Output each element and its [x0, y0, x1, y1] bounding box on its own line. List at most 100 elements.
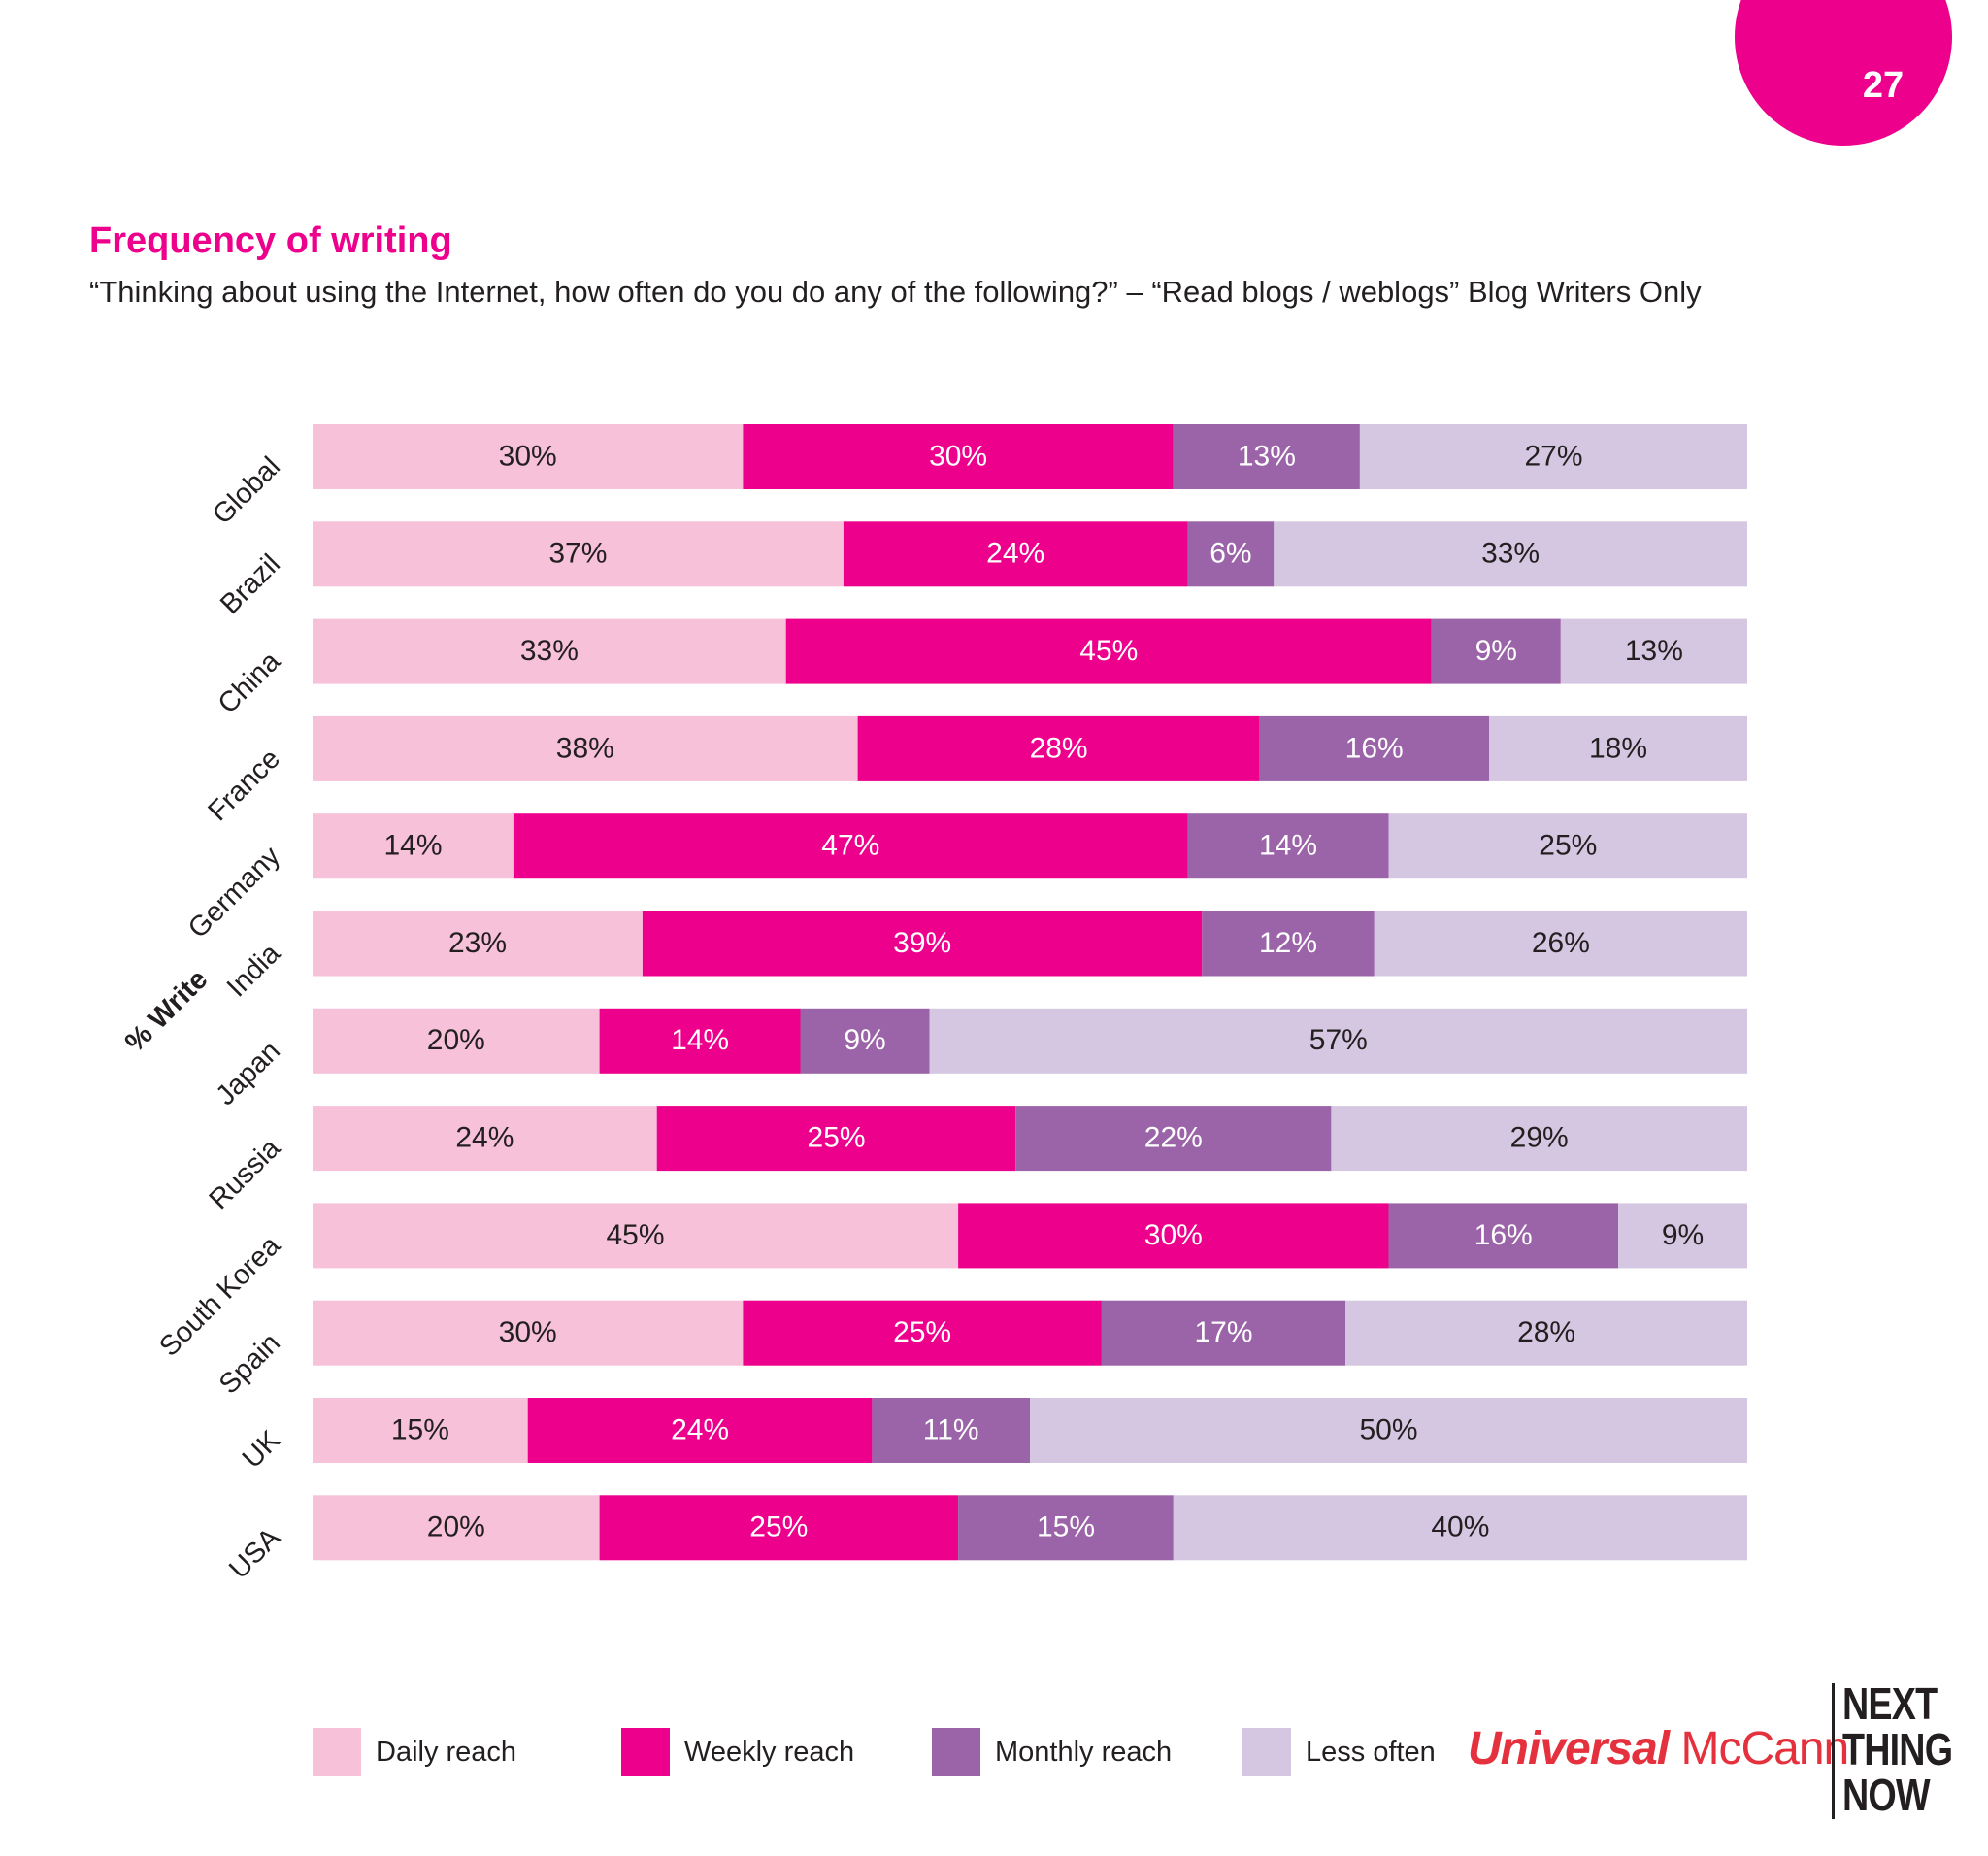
category-label-usa: USA: [223, 1522, 286, 1585]
data-label-germany-monthly-reach: 14%: [1259, 830, 1317, 862]
bar-global-monthly-reach: [1173, 424, 1360, 489]
data-label-usa-monthly-reach: 15%: [1037, 1511, 1095, 1543]
category-label-spain: Spain: [214, 1328, 286, 1401]
bar-global-weekly-reach: [743, 424, 1174, 489]
bar-uk-daily-reach: [313, 1398, 528, 1463]
bar-china-monthly-reach: [1431, 618, 1561, 684]
bar-china-weekly-reach: [785, 618, 1432, 684]
bar-germany-monthly-reach: [1187, 813, 1389, 879]
data-label-spain-daily-reach: 30%: [499, 1316, 557, 1348]
category-label-brazil: Brazil: [215, 548, 286, 620]
data-label-russia-daily-reach: 24%: [455, 1122, 514, 1154]
data-label-brazil-monthly-reach: 6%: [1209, 538, 1251, 570]
logo-ntn-line-3: NOW: [1842, 1770, 1931, 1820]
page-number: 27: [1862, 65, 1905, 106]
category-label-uk: UK: [237, 1424, 287, 1475]
data-label-global-less-often: 27%: [1524, 440, 1582, 472]
bar-france-monthly-reach: [1259, 715, 1489, 781]
bar-china-daily-reach: [313, 618, 786, 684]
logo-ntn-line-1: NEXT: [1842, 1678, 1938, 1729]
legend-swatch-weekly-reach: [621, 1728, 670, 1776]
bar-china-less-often: [1560, 618, 1747, 684]
data-label-global-monthly-reach: 13%: [1238, 440, 1296, 472]
data-label-uk-daily-reach: 15%: [391, 1413, 449, 1445]
category-label-japan: Japan: [210, 1036, 285, 1111]
bar-russia-monthly-reach: [1015, 1106, 1332, 1172]
bar-south-korea-daily-reach: [313, 1203, 959, 1269]
bar-japan-daily-reach: [313, 1008, 600, 1074]
bar-usa-monthly-reach: [958, 1495, 1174, 1561]
legend-label-weekly-reach: Weekly reach: [684, 1737, 855, 1768]
legend-swatch-daily-reach: [313, 1728, 361, 1776]
data-label-china-monthly-reach: 9%: [1475, 635, 1517, 667]
bar-brazil-monthly-reach: [1187, 521, 1275, 587]
logo-ntn-line-2: THING: [1842, 1724, 1953, 1774]
data-label-south-korea-monthly-reach: 16%: [1474, 1219, 1533, 1251]
data-label-china-weekly-reach: 45%: [1079, 635, 1138, 667]
bar-india-less-often: [1374, 911, 1747, 977]
data-label-india-daily-reach: 23%: [448, 927, 507, 959]
bar-global-daily-reach: [313, 424, 744, 489]
data-label-russia-weekly-reach: 25%: [807, 1122, 865, 1154]
category-label-russia: Russia: [204, 1132, 287, 1215]
stacked-bar-chart: 30% 30% 13% 27% Global 37% 24% 6% 33% Brazil 33% 45…: [119, 424, 1747, 1585]
bar-uk-weekly-reach: [527, 1398, 873, 1463]
category-label-germany: Germany: [182, 841, 286, 945]
data-label-south-korea-less-often: 9%: [1662, 1219, 1704, 1251]
legend-label-less-often: Less often: [1306, 1737, 1436, 1768]
bar-france-weekly-reach: [857, 715, 1260, 781]
data-label-south-korea-weekly-reach: 30%: [1144, 1219, 1203, 1251]
bar-india-monthly-reach: [1202, 911, 1375, 977]
next-thing-now-logo: NEXT THING NOW: [1842, 1678, 1953, 1820]
category-label-india: India: [221, 938, 287, 1004]
data-label-usa-weekly-reach: 25%: [749, 1511, 808, 1543]
data-label-france-monthly-reach: 16%: [1345, 732, 1404, 764]
data-label-japan-monthly-reach: 9%: [844, 1024, 885, 1056]
category-label-china: China: [213, 646, 287, 720]
bar-france-less-often: [1489, 715, 1747, 781]
chart-title: Frequency of writing: [89, 220, 452, 261]
bar-germany-weekly-reach: [513, 813, 1188, 879]
legend-label-daily-reach: Daily reach: [376, 1737, 517, 1768]
legend-swatch-less-often: [1242, 1728, 1291, 1776]
bar-uk-monthly-reach: [872, 1398, 1030, 1463]
bar-spain-less-often: [1345, 1300, 1747, 1366]
logo-mccann-text: McCann: [1680, 1723, 1849, 1774]
chart-subtitle: “Thinking about using the Internet, how …: [89, 275, 1702, 309]
bar-russia-less-often: [1331, 1106, 1747, 1172]
data-label-uk-weekly-reach: 24%: [671, 1413, 729, 1445]
data-label-japan-weekly-reach: 14%: [671, 1024, 729, 1056]
bar-south-korea-weekly-reach: [958, 1203, 1389, 1269]
bar-global-less-often: [1359, 424, 1747, 489]
bar-uk-less-often: [1030, 1398, 1747, 1463]
data-label-spain-less-often: 28%: [1517, 1316, 1575, 1348]
data-label-russia-monthly-reach: 22%: [1144, 1122, 1203, 1154]
data-label-global-daily-reach: 30%: [499, 440, 557, 472]
data-label-south-korea-daily-reach: 45%: [606, 1219, 664, 1251]
data-label-france-weekly-reach: 28%: [1030, 732, 1088, 764]
data-label-usa-less-often: 40%: [1431, 1511, 1489, 1543]
data-label-brazil-daily-reach: 37%: [548, 538, 607, 570]
bar-spain-daily-reach: [313, 1300, 744, 1366]
data-label-china-less-often: 13%: [1625, 635, 1683, 667]
bar-usa-weekly-reach: [599, 1495, 959, 1561]
bar-south-korea-less-often: [1618, 1203, 1747, 1269]
data-label-spain-weekly-reach: 25%: [893, 1316, 951, 1348]
bar-spain-weekly-reach: [743, 1300, 1102, 1366]
bar-brazil-less-often: [1274, 521, 1747, 587]
data-label-japan-daily-reach: 20%: [427, 1024, 485, 1056]
category-label-france: France: [202, 744, 285, 827]
data-label-brazil-less-often: 33%: [1481, 538, 1540, 570]
bar-russia-weekly-reach: [656, 1106, 1016, 1172]
data-label-russia-less-often: 29%: [1510, 1122, 1569, 1154]
bar-germany-daily-reach: [313, 813, 514, 879]
legend-swatch-monthly-reach: [932, 1728, 980, 1776]
data-label-india-weekly-reach: 39%: [893, 927, 951, 959]
bar-brazil-weekly-reach: [843, 521, 1188, 587]
bar-usa-less-often: [1173, 1495, 1747, 1561]
data-label-germany-daily-reach: 14%: [383, 830, 442, 862]
y-axis-title: % Write: [119, 964, 214, 1058]
data-label-uk-less-often: 50%: [1359, 1413, 1417, 1445]
data-label-uk-monthly-reach: 11%: [923, 1413, 979, 1445]
data-label-usa-daily-reach: 20%: [427, 1511, 485, 1543]
